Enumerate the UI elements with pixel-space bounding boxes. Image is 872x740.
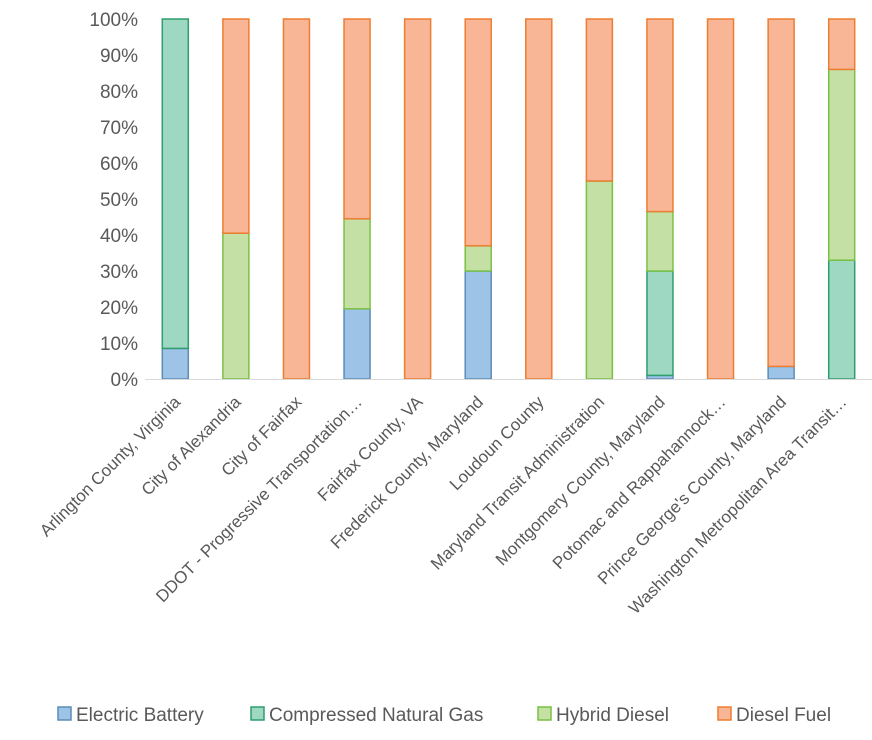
bar-segment-diesel-fuel xyxy=(282,18,311,380)
bar-segment-hybrid-diesel xyxy=(464,245,492,272)
legend-label: Diesel Fuel xyxy=(736,705,831,726)
bar-segment-hybrid-diesel xyxy=(827,68,856,261)
bar-segment-diesel-fuel xyxy=(525,18,553,380)
bar-segment-diesel-fuel xyxy=(403,18,432,380)
legend-swatch xyxy=(57,706,72,721)
legend-label: Hybrid Diesel xyxy=(556,705,669,726)
y-tick-label: 100% xyxy=(89,10,138,31)
bars xyxy=(161,18,856,380)
y-tick-label: 60% xyxy=(100,154,138,175)
y-tick-label: 50% xyxy=(100,190,138,211)
bar-segment-compressed-natural-gas xyxy=(161,18,190,350)
bar-segment-diesel-fuel xyxy=(343,18,371,220)
bar-segment-electric-battery xyxy=(161,347,190,380)
bar-segment-hybrid-diesel xyxy=(343,218,371,310)
bar-segment-diesel-fuel xyxy=(706,18,735,380)
bar-segment-diesel-fuel xyxy=(767,18,795,368)
legend-label: Compressed Natural Gas xyxy=(269,705,483,726)
legend: Electric Battery Compressed Natural Gas Hy… xyxy=(57,705,831,726)
category-label: Fairfax County, VA xyxy=(314,392,427,505)
bar-segment-diesel-fuel xyxy=(222,18,250,234)
bar-segment-electric-battery xyxy=(343,308,371,380)
category-label: Washington Metropolitan Area Transit… xyxy=(625,392,850,617)
y-tick-label: 90% xyxy=(100,46,138,67)
bar-segment-hybrid-diesel xyxy=(646,210,674,272)
y-axis: 0% 10% 20% 30% 40% 50% 60% 70% 80% 90% 100% xyxy=(89,10,138,391)
bar-segment-compressed-natural-gas xyxy=(827,259,856,380)
y-tick-label: 80% xyxy=(100,82,138,103)
y-tick-label: 30% xyxy=(100,262,138,283)
bar-segment-diesel-fuel xyxy=(827,18,856,71)
legend-swatch xyxy=(250,706,265,721)
y-tick-label: 40% xyxy=(100,226,138,247)
bar-segment-hybrid-diesel xyxy=(585,180,614,380)
y-tick-label: 20% xyxy=(100,298,138,319)
legend-swatch xyxy=(717,706,732,721)
bar-segment-compressed-natural-gas xyxy=(646,270,674,377)
bar-segment-electric-battery xyxy=(767,365,795,380)
y-tick-label: 10% xyxy=(100,334,138,355)
legend-label: Electric Battery xyxy=(76,705,204,726)
bar-segment-diesel-fuel xyxy=(464,18,492,247)
bar-segment-hybrid-diesel xyxy=(222,232,250,380)
bar-segment-diesel-fuel xyxy=(646,18,674,213)
bar-segment-electric-battery xyxy=(464,270,492,380)
y-tick-label: 70% xyxy=(100,118,138,139)
legend-swatch xyxy=(537,706,552,721)
y-tick-label: 0% xyxy=(111,370,139,391)
bar-segment-diesel-fuel xyxy=(585,18,614,182)
